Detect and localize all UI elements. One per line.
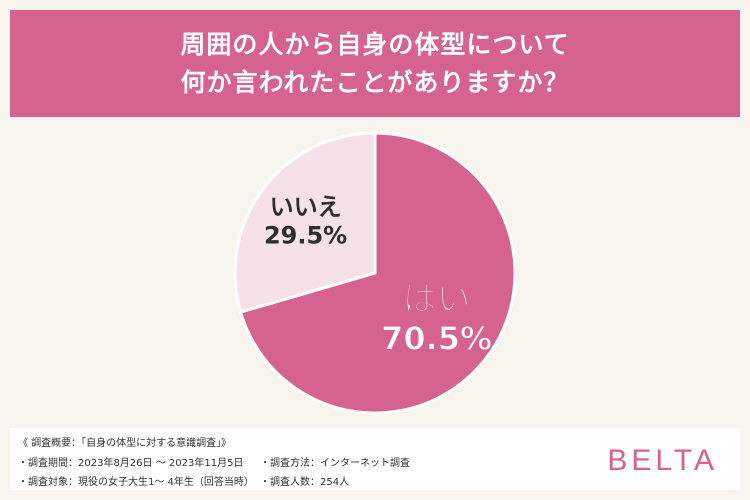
survey-target: ・調査対象：現役の女子大生1～ 4年生（回答当時） [18,477,254,488]
survey-title: 《 調査概要：「自身の体型に対する意識調査」》 [18,438,232,449]
pie-slice-no [233,131,377,314]
survey-period: ・調査期間：2023年8月26日 ～ 2023年11月5日 [18,458,244,469]
slice-label-no: いいえ [270,193,342,221]
slice-label-yes: はい [403,280,471,320]
survey-count: ・調査人数：254人 [260,477,350,488]
chart-title-banner: 周囲の人から自身の体型について 何か言われたことがありますか？ [10,10,740,117]
survey-info-panel: 《 調査概要：「自身の体型に対する意識調査」》 ・調査期間：2023年8月26日… [10,428,740,490]
chart-title-line-1: 周囲の人から自身の体型について [180,29,570,59]
belta-logo: BELTA [607,444,718,477]
chart-title-line-2: 何か言われたことがありますか？ [180,67,570,97]
survey-method: ・調査方法：インターネット調査 [260,458,410,469]
slice-value-yes: 70.5% [381,320,492,358]
slice-value-no: 29.5% [264,222,347,250]
pie-slice-yes [238,131,517,415]
